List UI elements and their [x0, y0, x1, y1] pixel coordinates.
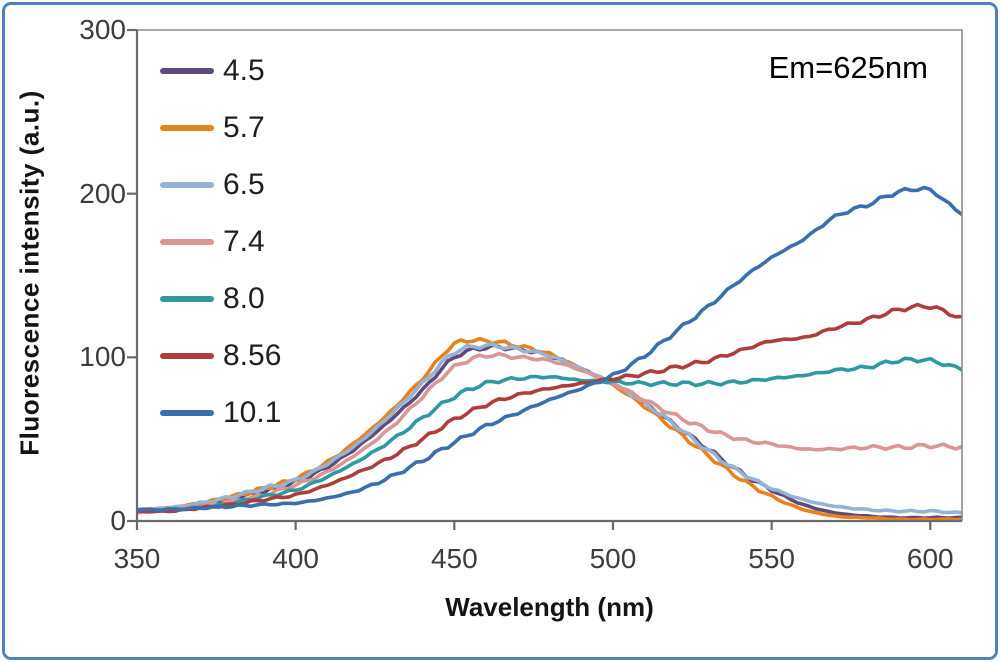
legend-swatch-icon [160, 352, 214, 359]
legend-item: 8.56 [160, 327, 281, 384]
legend-swatch-icon [160, 181, 214, 188]
legend-item: 10.1 [160, 384, 281, 441]
x-tick-label: 500 [589, 543, 637, 574]
x-tick-label: 450 [430, 543, 478, 574]
series-line-6.5 [137, 342, 962, 515]
legend-label: 8.56 [223, 338, 282, 372]
legend-label: 8.0 [223, 281, 265, 315]
legend-label: 4.5 [223, 53, 265, 87]
y-axis-title: Fluorescence intensity (a.u.) [14, 90, 45, 456]
legend: 4.5 5.7 6.5 7.4 8.0 8.56 10.1 [160, 42, 281, 441]
legend-swatch-icon [160, 295, 214, 302]
series-line-7.4 [137, 351, 962, 515]
legend-label: 5.7 [223, 110, 265, 144]
axes [127, 28, 962, 530]
legend-swatch-icon [160, 409, 214, 416]
y-tick-label: 100 [79, 341, 126, 373]
legend-label: 10.1 [223, 395, 282, 429]
legend-item: 4.5 [160, 42, 281, 99]
emission-annotation: Em=625nm [768, 50, 928, 85]
x-axis-title: Wavelength (nm) [445, 592, 654, 622]
x-tick-label: 600 [906, 543, 954, 574]
legend-item: 7.4 [160, 213, 281, 270]
legend-label: 6.5 [223, 167, 265, 201]
series-line-8.56 [137, 302, 962, 514]
legend-label: 7.4 [223, 224, 265, 258]
series-line-8.0 [137, 356, 962, 514]
legend-item: 8.0 [160, 270, 281, 327]
series-lines [137, 185, 962, 521]
y-tick-label: 0 [110, 505, 126, 536]
plot-box-border [137, 29, 963, 521]
legend-item: 5.7 [160, 99, 281, 156]
y-tick-label: 200 [79, 177, 126, 209]
legend-item: 6.5 [160, 156, 281, 213]
x-tick-label: 550 [748, 543, 795, 574]
legend-swatch-icon [160, 238, 214, 245]
legend-swatch-icon [160, 124, 214, 131]
series-line-10.1 [137, 185, 962, 512]
legend-swatch-icon [160, 67, 214, 74]
x-tick-label: 400 [272, 543, 319, 574]
y-tick-label: 300 [79, 14, 126, 45]
x-tick-label: 350 [113, 543, 161, 574]
